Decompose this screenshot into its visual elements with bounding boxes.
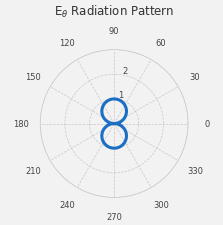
Title: E$_\theta$ Radiation Pattern: E$_\theta$ Radiation Pattern [54, 4, 174, 20]
